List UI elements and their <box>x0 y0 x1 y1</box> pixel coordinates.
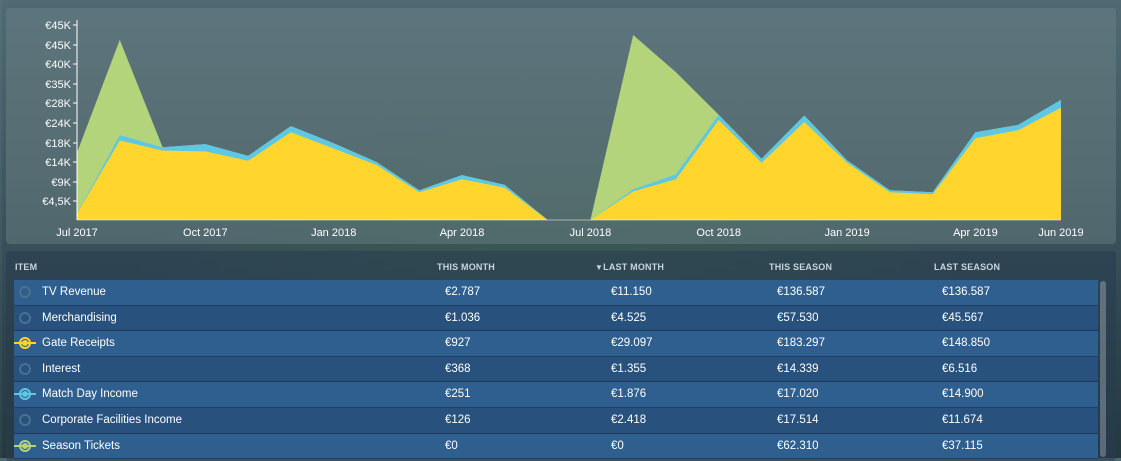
table-row[interactable]: Corporate Facilities Income €126 €2.418 … <box>14 407 1098 434</box>
income-rows: TV Revenue €2.787 €11.150 €136.587 €136.… <box>14 280 1098 460</box>
row-last-month: €1.876 <box>611 388 647 401</box>
column-header-last-month[interactable]: ▼LAST MONTH <box>595 262 665 272</box>
x-tick-label: Apr 2018 <box>440 227 485 239</box>
y-tick-label: €28K <box>45 98 71 110</box>
row-last-season: €45.567 <box>942 311 984 324</box>
series-toggle-icon[interactable] <box>19 413 31 426</box>
table-header: ITEM THIS MONTH ▼LAST MONTH THIS SEASON … <box>6 259 1116 275</box>
x-tick-label: Jul 2017 <box>56 227 98 239</box>
y-tick-label: €4,5K <box>42 196 71 208</box>
row-last-month: €4.525 <box>611 311 647 324</box>
y-tick-label: €18K <box>45 138 71 150</box>
row-item-label: Season Tickets <box>42 439 120 452</box>
row-this-month: €1.036 <box>445 311 481 324</box>
series-toggle-icon[interactable] <box>19 388 31 401</box>
series-area-gate-receipts <box>77 107 1061 220</box>
row-last-season: €14.900 <box>942 388 984 401</box>
y-tick-label: €14K <box>45 157 71 169</box>
row-last-season: €148.850 <box>942 337 990 350</box>
row-this-month: €0 <box>445 439 458 452</box>
row-last-month: €11.150 <box>611 286 652 298</box>
series-toggle-icon[interactable] <box>19 311 31 324</box>
sort-desc-icon: ▼ <box>595 263 604 272</box>
row-last-month: €2.418 <box>611 413 647 426</box>
row-this-season: €183.297 <box>777 337 825 350</box>
series-toggle-icon[interactable] <box>19 286 31 298</box>
row-last-season: €11.674 <box>942 413 983 426</box>
table-scrollbar[interactable] <box>1100 281 1106 457</box>
row-item-label: Interest <box>42 362 81 375</box>
income-chart-panel: €4,5K €9K €14K €18K €24K €28K €35K €40K €45K €45K… <box>6 8 1116 244</box>
x-tick-label: Apr 2019 <box>953 227 998 239</box>
x-tick-label: Oct 2017 <box>183 227 228 239</box>
y-tick-label: €9K <box>51 177 71 189</box>
y-tick-label: €45K <box>45 20 71 32</box>
row-this-month: €251 <box>445 388 471 401</box>
column-header-this-month[interactable]: THIS MONTH <box>437 262 495 272</box>
x-tick-label: Jul 2018 <box>570 227 612 239</box>
table-row[interactable]: Merchandising €1.036 €4.525 €57.530 €45.… <box>14 305 1098 332</box>
table-row[interactable]: Gate Receipts €927 €29.097 €183.297 €148… <box>14 331 1098 357</box>
row-item-label: TV Revenue <box>42 286 106 298</box>
table-row[interactable]: Match Day Income €251 €1.876 €17.020 €14… <box>14 382 1098 408</box>
row-last-month: €0 <box>611 439 624 452</box>
row-last-month: €1.355 <box>611 362 647 375</box>
series-toggle-icon[interactable] <box>19 337 31 350</box>
income-table-panel: ITEM THIS MONTH ▼LAST MONTH THIS SEASON … <box>6 251 1116 461</box>
y-tick-label: €45K <box>45 40 71 52</box>
row-this-season: €17.514 <box>777 413 819 426</box>
x-tick-label: Jun 2019 <box>1038 227 1083 239</box>
row-this-season: €14.339 <box>777 362 819 375</box>
column-header-this-season[interactable]: THIS SEASON <box>769 262 833 272</box>
row-this-season: €17.020 <box>777 388 819 401</box>
row-this-month: €927 <box>445 337 471 350</box>
row-last-season: €37.115 <box>942 439 983 452</box>
y-tick-label: €35K <box>45 79 71 91</box>
row-item-label: Match Day Income <box>42 388 138 401</box>
row-item-label: Corporate Facilities Income <box>42 413 182 426</box>
row-this-season: €62.310 <box>777 439 819 452</box>
row-last-season: €6.516 <box>942 362 978 375</box>
row-item-label: Merchandising <box>42 311 117 324</box>
row-this-month: €2.787 <box>445 286 481 298</box>
row-this-month: €368 <box>445 362 471 375</box>
y-tick-label: €24K <box>45 118 71 130</box>
table-row[interactable]: TV Revenue €2.787 €11.150 €136.587 €136.… <box>14 280 1098 306</box>
series-toggle-icon[interactable] <box>19 439 31 452</box>
series-toggle-icon[interactable] <box>19 362 31 375</box>
row-this-season: €57.530 <box>777 311 819 324</box>
row-this-month: €126 <box>445 413 471 426</box>
x-tick-label: Jan 2018 <box>311 227 356 239</box>
row-item-label: Gate Receipts <box>42 337 115 350</box>
x-tick-label: Oct 2018 <box>696 227 741 239</box>
column-header-item[interactable]: ITEM <box>15 262 38 272</box>
row-last-season: €136.587 <box>942 286 990 298</box>
income-area-chart: €4,5K €9K €14K €18K €24K €28K €35K €40K €45K €45K… <box>42 20 1084 239</box>
y-tick-label: €40K <box>45 59 71 71</box>
column-header-last-season[interactable]: LAST SEASON <box>934 262 1001 272</box>
x-tick-label: Jan 2019 <box>824 227 869 239</box>
row-last-month: €29.097 <box>611 337 653 350</box>
table-row[interactable]: Season Tickets €0 €0 €62.310 €37.115 <box>14 433 1098 460</box>
row-this-season: €136.587 <box>777 286 825 298</box>
table-row[interactable]: Interest €368 €1.355 €14.339 €6.516 <box>14 356 1098 383</box>
